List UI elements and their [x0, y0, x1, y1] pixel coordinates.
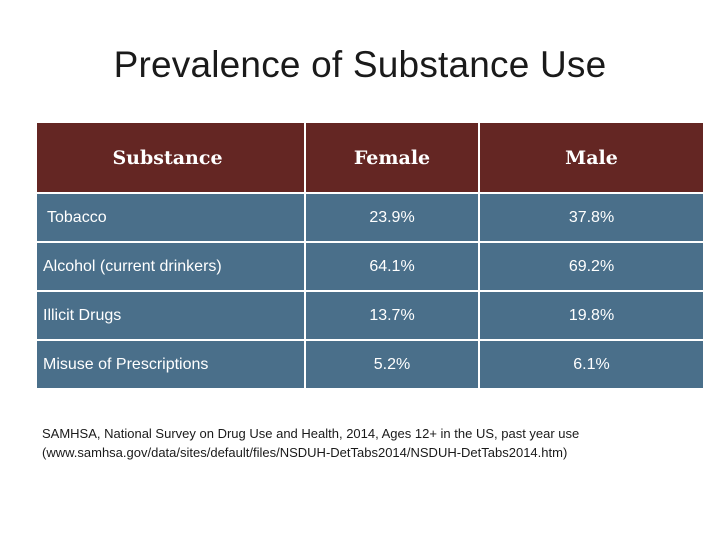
cell-male: 6.1%: [478, 339, 703, 388]
cell-female: 64.1%: [304, 241, 480, 292]
table-row: Misuse of Prescriptions 5.2% 6.1%: [37, 339, 703, 388]
cell-male: 37.8%: [478, 192, 703, 243]
header-female: Female: [304, 123, 480, 194]
slide-title: Prevalence of Substance Use: [113, 44, 607, 85]
cell-substance: Illicit Drugs: [37, 290, 306, 341]
cell-female: 23.9%: [304, 192, 480, 243]
cell-male: 19.8%: [478, 290, 703, 341]
table-row: Tobacco 23.9% 37.8%: [37, 192, 703, 243]
cell-substance: Misuse of Prescriptions: [37, 339, 306, 388]
source-citation: SAMHSA, National Survey on Drug Use and …: [42, 424, 702, 462]
cell-substance: Alcohol (current drinkers): [37, 241, 306, 292]
header-substance: Substance: [37, 123, 306, 194]
cell-female: 5.2%: [304, 339, 480, 388]
header-male: Male: [478, 123, 703, 194]
source-line-2: (www.samhsa.gov/data/sites/default/files…: [42, 445, 568, 460]
substance-table: Substance Female Male Tobacco 23.9% 37.8…: [37, 123, 703, 388]
table-row: Illicit Drugs 13.7% 19.8%: [37, 290, 703, 341]
table-header-row: Substance Female Male: [37, 123, 703, 194]
table-row: Alcohol (current drinkers) 64.1% 69.2%: [37, 241, 703, 292]
cell-substance: Tobacco: [37, 192, 306, 243]
cell-female: 13.7%: [304, 290, 480, 341]
source-line-1: SAMHSA, National Survey on Drug Use and …: [42, 426, 580, 441]
cell-male: 69.2%: [478, 241, 703, 292]
